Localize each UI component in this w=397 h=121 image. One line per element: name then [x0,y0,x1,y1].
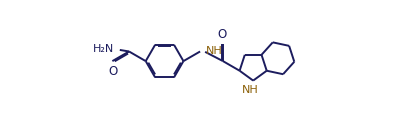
Text: O: O [218,28,227,41]
Text: NH: NH [242,85,258,95]
Text: NH: NH [206,46,223,56]
Text: H₂N: H₂N [93,44,114,54]
Text: O: O [108,65,118,78]
